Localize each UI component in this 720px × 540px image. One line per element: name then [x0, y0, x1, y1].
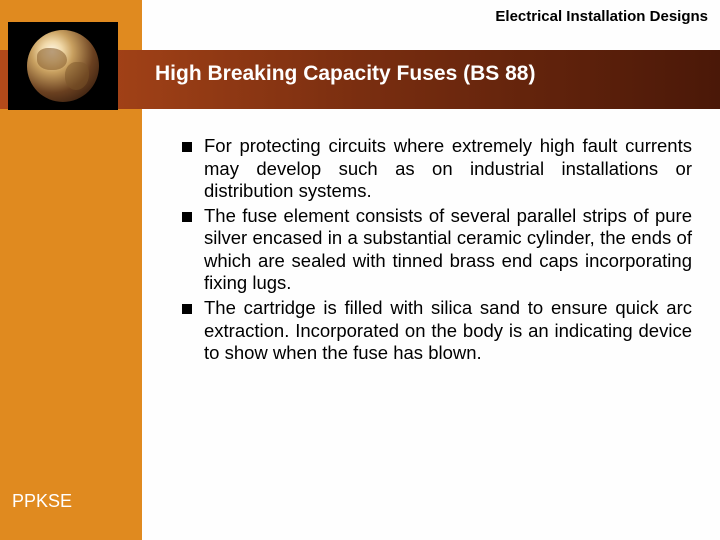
globe-image — [8, 22, 118, 110]
bullet-text: For protecting circuits where extremely … — [204, 135, 692, 203]
content-area: For protecting circuits where extremely … — [182, 135, 692, 367]
footer-label: PPKSE — [12, 491, 72, 512]
doc-title: Electrical Installation Designs — [495, 8, 708, 25]
square-bullet-icon — [182, 212, 192, 222]
square-bullet-icon — [182, 142, 192, 152]
bullet-text: The cartridge is filled with silica sand… — [204, 297, 692, 365]
slide: Electrical Installation Designs High Bre… — [0, 0, 720, 540]
list-item: The cartridge is filled with silica sand… — [182, 297, 692, 365]
bullet-text: The fuse element consists of several par… — [204, 205, 692, 295]
list-item: For protecting circuits where extremely … — [182, 135, 692, 203]
slide-title: High Breaking Capacity Fuses (BS 88) — [155, 62, 535, 86]
globe-icon — [27, 30, 99, 102]
list-item: The fuse element consists of several par… — [182, 205, 692, 295]
square-bullet-icon — [182, 304, 192, 314]
